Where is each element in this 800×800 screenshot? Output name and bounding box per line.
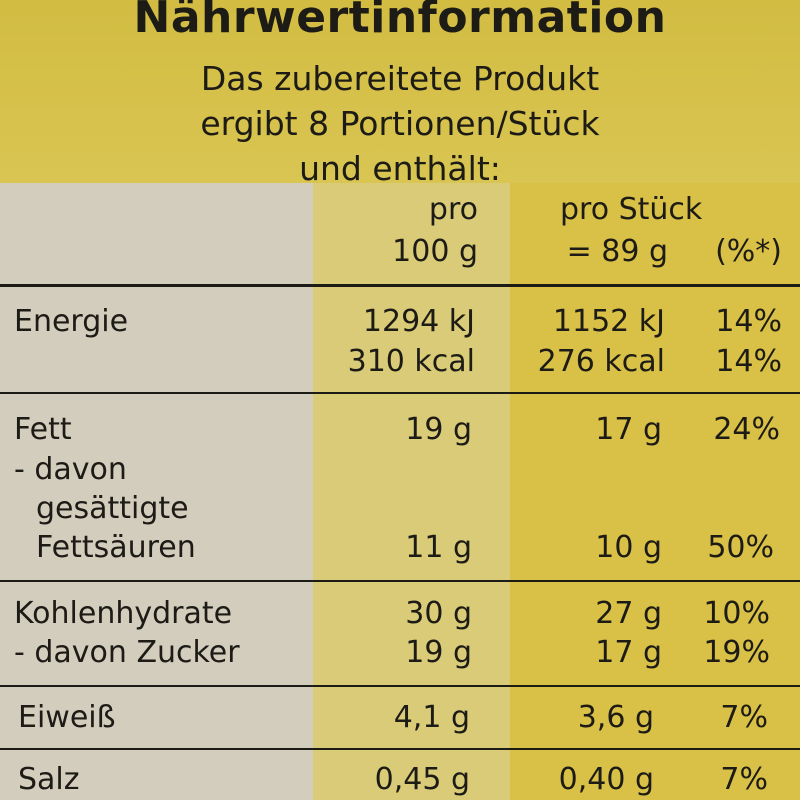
row-eiweiss-label: Eiweiß <box>18 700 116 735</box>
row-energie-kj-per100: 1294 kJ <box>362 304 475 339</box>
row-salz-percent: 7% <box>720 762 768 797</box>
header-perpiece-line1: pro Stück <box>560 192 703 227</box>
row-eiweiss-per100: 4,1 g <box>393 700 470 735</box>
row-fettsaeuren-label-1: - davon <box>14 452 127 487</box>
divider-kohlenhydrate <box>0 685 800 687</box>
label-subtitle: Das zubereitete Produkt ergibt 8 Portion… <box>0 56 800 191</box>
header-per100-line2: 100 g <box>392 234 478 269</box>
subtitle-line-2: ergibt 8 Portionen/Stück <box>200 104 600 143</box>
row-salz-per100: 0,45 g <box>374 762 470 797</box>
row-fettsaeuren-percent: 50% <box>707 530 774 565</box>
row-eiweiss-percent: 7% <box>720 700 768 735</box>
label-header: Nährwertinformation Das zubereitete Prod… <box>0 0 800 188</box>
divider-energie <box>0 392 800 394</box>
row-zucker-per100: 19 g <box>405 635 472 670</box>
row-energie-kcal-per100: 310 kcal <box>347 344 475 379</box>
subtitle-line-3: und enthält: <box>299 149 501 188</box>
row-fettsaeuren-label-3: Fettsäuren <box>36 530 196 565</box>
header-perpiece-line2: = 89 g <box>566 234 668 269</box>
label-title: Nährwertinformation <box>133 0 667 43</box>
row-salz-perpiece: 0,40 g <box>558 762 654 797</box>
divider-fett <box>0 580 800 582</box>
row-fett-perpiece: 17 g <box>595 412 662 447</box>
row-zucker-perpiece: 17 g <box>595 635 662 670</box>
row-kohlenhydrate-per100: 30 g <box>405 596 472 631</box>
row-eiweiss-perpiece: 3,6 g <box>577 700 654 735</box>
row-salz-label: Salz <box>18 762 80 797</box>
header-percent: (%*) <box>715 234 782 269</box>
row-fett-per100: 19 g <box>405 412 472 447</box>
row-fett-label: Fett <box>14 412 72 447</box>
row-energie-kcal-percent: 14% <box>715 344 782 379</box>
divider-eiweiss <box>0 748 800 750</box>
row-zucker-label: - davon Zucker <box>14 635 240 670</box>
row-energie-kj-perpiece: 1152 kJ <box>552 304 665 339</box>
row-energie-label: Energie <box>14 304 129 339</box>
row-energie-kj-percent: 14% <box>715 304 782 339</box>
row-zucker-percent: 19% <box>703 635 770 670</box>
subtitle-line-1: Das zubereitete Produkt <box>200 59 600 98</box>
row-fett-percent: 24% <box>713 412 780 447</box>
row-kohlenhydrate-perpiece: 27 g <box>595 596 662 631</box>
row-energie-kcal-perpiece: 276 kcal <box>537 344 665 379</box>
row-kohlenhydrate-label: Kohlenhydrate <box>14 596 233 631</box>
divider-header <box>0 284 800 287</box>
header-per100-line1: pro <box>428 192 478 227</box>
row-fettsaeuren-per100: 11 g <box>405 530 472 565</box>
row-kohlenhydrate-percent: 10% <box>703 596 770 631</box>
row-fettsaeuren-perpiece: 10 g <box>595 530 662 565</box>
row-fettsaeuren-label-2: gesättigte <box>36 491 189 526</box>
